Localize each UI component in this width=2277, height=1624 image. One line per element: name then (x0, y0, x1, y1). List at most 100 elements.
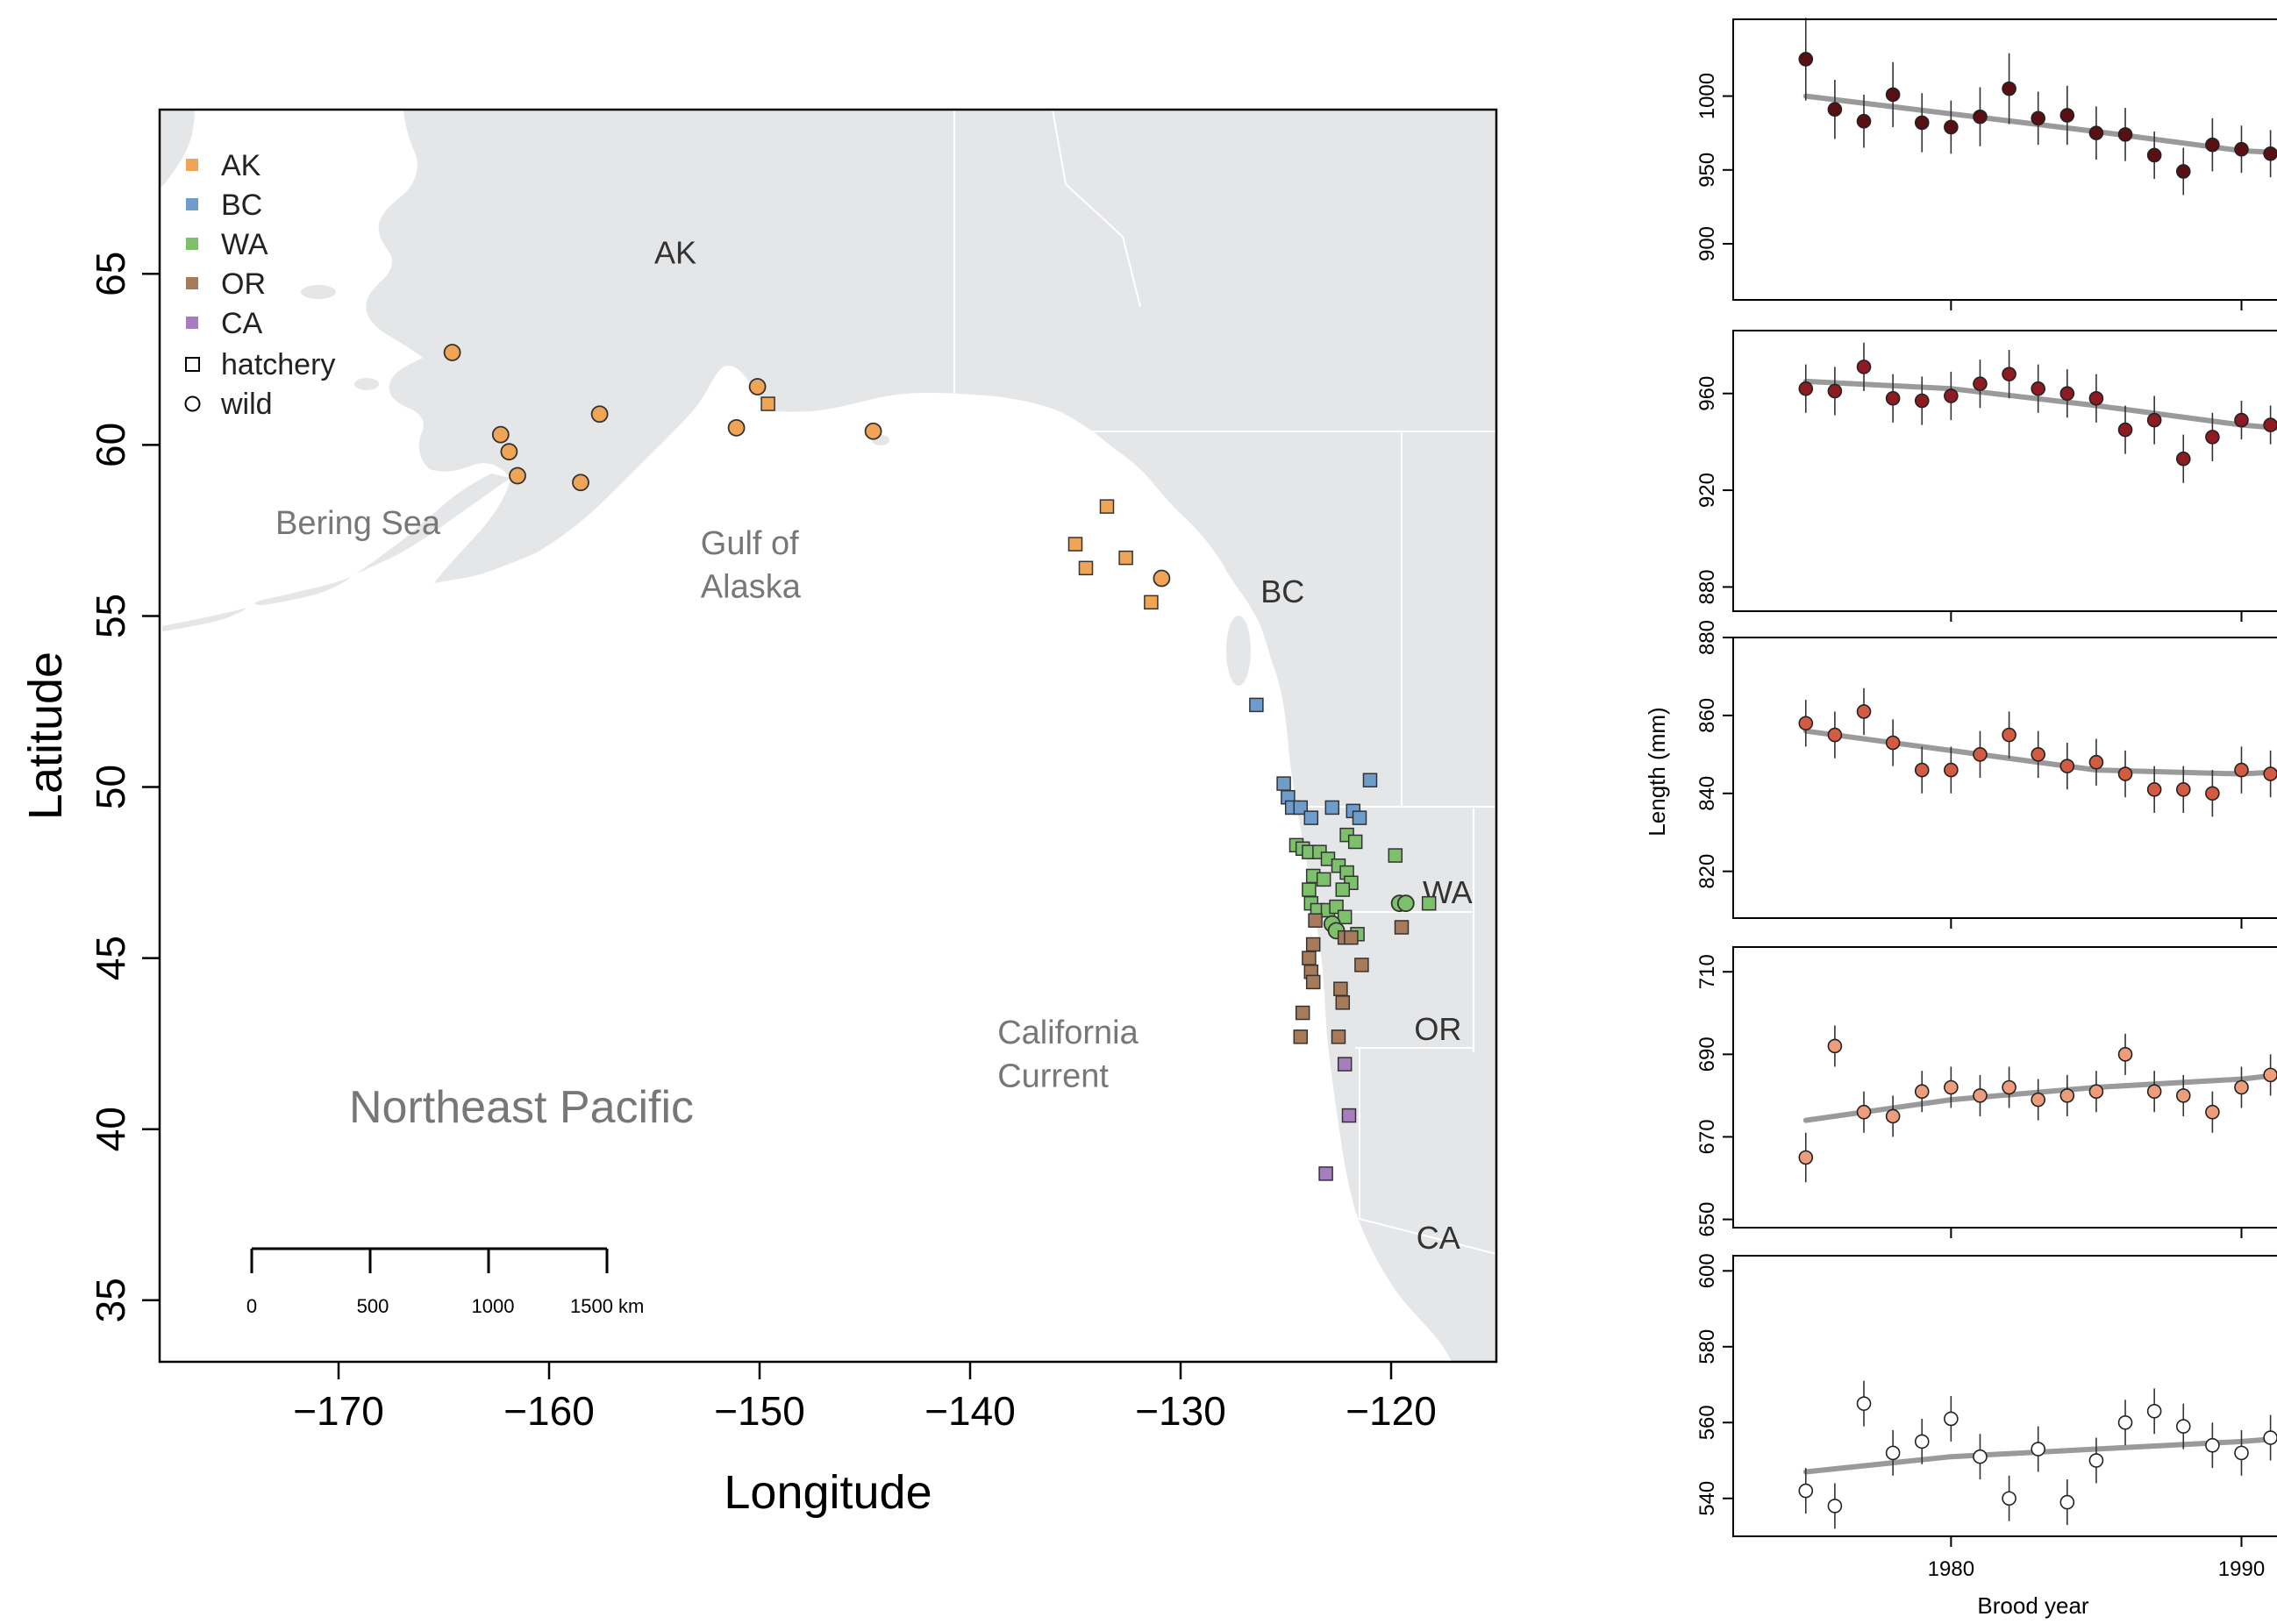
site-hatchery-or (1295, 1005, 1310, 1021)
site-hatchery-or (1354, 958, 1369, 972)
data-point (2059, 1494, 2075, 1510)
site-hatchery-or (1335, 995, 1351, 1010)
data-point (1827, 1499, 1843, 1514)
panel-frame (1732, 1255, 2277, 1537)
water-label-bering-sea: Bering Sea (275, 505, 441, 542)
data-point (2088, 1084, 2104, 1100)
y-tick-label: 540 (1695, 1481, 1719, 1516)
site-hatchery-or (1302, 951, 1317, 965)
data-point (2146, 1084, 2162, 1100)
data-point (1944, 1411, 1959, 1427)
data-point (2146, 412, 2162, 428)
data-point (2088, 390, 2104, 406)
y-tick-label: 710 (1695, 954, 1719, 989)
site-hatchery-or (1394, 920, 1410, 935)
scale-label-1500: 1500 km (570, 1295, 644, 1317)
data-point (2205, 1437, 2220, 1453)
panel-frame (1732, 330, 2277, 612)
y-tick-label: 880 (1695, 569, 1719, 604)
legend-swatch-or (186, 277, 198, 289)
site-hatchery-ak (1118, 550, 1133, 566)
map-y-tick-label: 50 (88, 765, 133, 809)
site-hatchery-wa (1337, 909, 1353, 925)
panel-ocean-3: 820840860880ocean-3 (1695, 620, 2277, 929)
data-point (2234, 1445, 2249, 1461)
site-wild-ak (443, 344, 461, 361)
data-point (1914, 1084, 1930, 1100)
data-point (1944, 762, 1959, 778)
legend-swatch-ak (186, 159, 198, 171)
data-point (2031, 747, 2045, 762)
water-label-california-current: Current (997, 1058, 1109, 1095)
region-label-ak: AK (654, 235, 696, 271)
legend-swatch-ca (186, 317, 198, 329)
y-tick-label: 900 (1695, 226, 1719, 261)
map-water-labels: Bering Sea Gulf of Alaska California Current… (275, 505, 1139, 1133)
map-x-tick-label: −170 (293, 1388, 384, 1434)
y-tick-label: 580 (1695, 1329, 1719, 1364)
map-y-axis-label: Latitude (19, 652, 72, 820)
site-hatchery-or (1305, 974, 1321, 990)
site-hatchery-bc (1362, 773, 1378, 787)
water-label-gulf-of-alaska: Gulf of (701, 525, 799, 562)
data-point (1798, 381, 1814, 396)
map-x-axis: −170 −160 −150 −140 −130 −120 (293, 1362, 1437, 1434)
map-x-tick-label: −120 (1346, 1388, 1437, 1434)
panel-ocean-4: 880920960ocean-4 (1695, 330, 2277, 622)
site-hatchery-ca (1341, 1108, 1357, 1123)
data-point (2175, 164, 2191, 179)
site-wild-ak (500, 443, 518, 461)
length-axis-label: Length (mm) (1644, 707, 1670, 836)
data-point (2263, 146, 2277, 161)
site-hatchery-ak (1078, 560, 1094, 576)
y-tick-label: 960 (1695, 376, 1719, 411)
site-hatchery-bc (1249, 697, 1264, 713)
data-point (1914, 1434, 1930, 1449)
data-point (2146, 782, 2162, 797)
data-point (2031, 1442, 2045, 1457)
site-wild-ak (509, 467, 526, 485)
site-wild-ak (864, 422, 882, 440)
site-wild-wa (1396, 894, 1415, 913)
legend-label-wa: WA (221, 228, 268, 261)
y-tick-label: 920 (1695, 473, 1719, 508)
data-point (2117, 422, 2133, 438)
data-point (2002, 727, 2016, 743)
region-label-ca: CA (1417, 1220, 1460, 1256)
data-point (1914, 762, 1930, 778)
data-point (1914, 393, 1930, 409)
y-tick-label: 650 (1695, 1202, 1719, 1237)
site-hatchery-ak (1144, 595, 1159, 610)
site-hatchery-wa (1388, 848, 1403, 863)
x-tick-label: 1980 (1928, 1557, 1974, 1581)
site-wild-ak (572, 474, 589, 492)
site-hatchery-ca (1318, 1166, 1333, 1181)
legend-label-bc: BC (221, 189, 262, 222)
legend-swatch-bc (186, 198, 198, 210)
site-hatchery-or (1331, 1029, 1346, 1044)
data-point (2059, 1088, 2075, 1103)
map-y-axis: 35 40 45 50 55 60 65 (88, 252, 160, 1322)
panel-frame (1732, 18, 2277, 301)
data-point (2175, 1419, 2191, 1434)
legend-label-or: OR (221, 267, 266, 301)
y-tick-label: 860 (1695, 698, 1719, 733)
site-hatchery-bc (1352, 810, 1367, 825)
site-hatchery-or (1305, 937, 1321, 952)
site-wild-ak (727, 418, 746, 437)
data-point (2059, 759, 2075, 773)
y-tick-label: 950 (1695, 153, 1719, 188)
x-tick-label: 1990 (2218, 1557, 2265, 1581)
water-label-gulf-of-alaska: Alaska (701, 569, 802, 606)
scale-label-1000: 1000 (472, 1295, 515, 1317)
map-y-tick-label: 60 (88, 423, 133, 467)
scale-label-500: 500 (357, 1295, 389, 1317)
borders (953, 110, 1496, 1255)
site-hatchery-ak (1067, 537, 1083, 552)
data-point (2059, 108, 2075, 123)
map-x-tick-label: −140 (924, 1388, 1016, 1434)
data-point (1827, 383, 1843, 399)
data-point (1827, 102, 1843, 118)
data-point (1885, 735, 1901, 751)
